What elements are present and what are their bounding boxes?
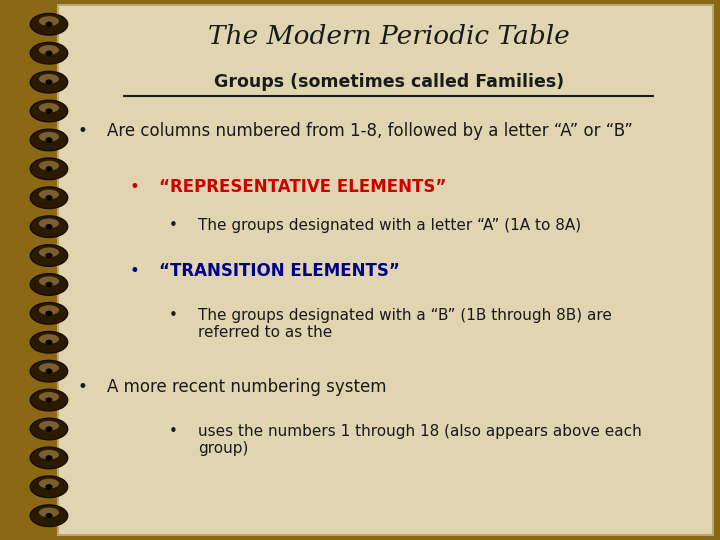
Ellipse shape xyxy=(39,219,59,228)
Ellipse shape xyxy=(45,340,53,345)
Ellipse shape xyxy=(30,14,68,35)
Ellipse shape xyxy=(39,392,59,402)
Ellipse shape xyxy=(45,137,53,143)
Text: A more recent numbering system: A more recent numbering system xyxy=(107,378,387,396)
Ellipse shape xyxy=(39,421,59,430)
Ellipse shape xyxy=(30,360,68,382)
Ellipse shape xyxy=(45,51,53,56)
Text: •: • xyxy=(130,178,140,196)
Ellipse shape xyxy=(39,132,59,141)
Text: •: • xyxy=(130,262,140,280)
Text: Are columns numbered from 1-8, followed by a letter “A” or “B”: Are columns numbered from 1-8, followed … xyxy=(107,122,633,139)
Ellipse shape xyxy=(39,334,59,344)
Text: Groups (sometimes called Families): Groups (sometimes called Families) xyxy=(214,73,564,91)
Ellipse shape xyxy=(39,450,59,460)
Ellipse shape xyxy=(39,103,59,113)
Ellipse shape xyxy=(39,190,59,199)
Ellipse shape xyxy=(45,22,53,27)
Bar xyxy=(0,0,54,540)
Ellipse shape xyxy=(45,368,53,374)
Ellipse shape xyxy=(39,161,59,171)
Ellipse shape xyxy=(39,363,59,373)
Ellipse shape xyxy=(30,505,68,526)
Ellipse shape xyxy=(30,216,68,238)
Ellipse shape xyxy=(30,187,68,208)
Ellipse shape xyxy=(30,158,68,180)
Text: uses the numbers 1 through 18 (also appears above each
group): uses the numbers 1 through 18 (also appe… xyxy=(197,424,642,456)
Ellipse shape xyxy=(45,426,53,431)
Ellipse shape xyxy=(45,224,53,230)
Text: •: • xyxy=(168,424,177,439)
Ellipse shape xyxy=(30,389,68,411)
Ellipse shape xyxy=(39,45,59,55)
Text: The Modern Periodic Table: The Modern Periodic Table xyxy=(208,24,570,49)
Ellipse shape xyxy=(45,166,53,172)
Ellipse shape xyxy=(39,247,59,257)
Text: The groups designated with a letter “A” (1A to 8A): The groups designated with a letter “A” … xyxy=(197,218,581,233)
Text: •: • xyxy=(78,122,88,139)
Ellipse shape xyxy=(39,16,59,26)
Text: The groups designated with a “B” (1B through 8B) are
referred to as the: The groups designated with a “B” (1B thr… xyxy=(197,308,611,340)
Ellipse shape xyxy=(30,274,68,295)
Ellipse shape xyxy=(30,43,68,64)
Ellipse shape xyxy=(30,447,68,469)
Text: •: • xyxy=(168,308,177,323)
Ellipse shape xyxy=(30,332,68,353)
Ellipse shape xyxy=(30,476,68,497)
Ellipse shape xyxy=(39,276,59,286)
Ellipse shape xyxy=(30,418,68,440)
Ellipse shape xyxy=(45,484,53,489)
Ellipse shape xyxy=(45,253,53,258)
Text: •: • xyxy=(168,218,177,233)
Ellipse shape xyxy=(45,310,53,316)
Text: “TRANSITION ELEMENTS”: “TRANSITION ELEMENTS” xyxy=(158,262,400,280)
Ellipse shape xyxy=(30,245,68,266)
Ellipse shape xyxy=(30,129,68,151)
Ellipse shape xyxy=(39,478,59,488)
Ellipse shape xyxy=(45,282,53,287)
Ellipse shape xyxy=(30,302,68,324)
Ellipse shape xyxy=(45,79,53,85)
Ellipse shape xyxy=(45,513,53,518)
Ellipse shape xyxy=(39,74,59,84)
Ellipse shape xyxy=(30,71,68,93)
Text: •: • xyxy=(78,378,88,396)
Ellipse shape xyxy=(45,455,53,461)
Ellipse shape xyxy=(45,195,53,200)
Ellipse shape xyxy=(39,508,59,517)
Text: “REPRESENTATIVE ELEMENTS”: “REPRESENTATIVE ELEMENTS” xyxy=(158,178,446,196)
Ellipse shape xyxy=(45,109,53,114)
Ellipse shape xyxy=(39,305,59,315)
Ellipse shape xyxy=(30,100,68,122)
Ellipse shape xyxy=(45,397,53,403)
